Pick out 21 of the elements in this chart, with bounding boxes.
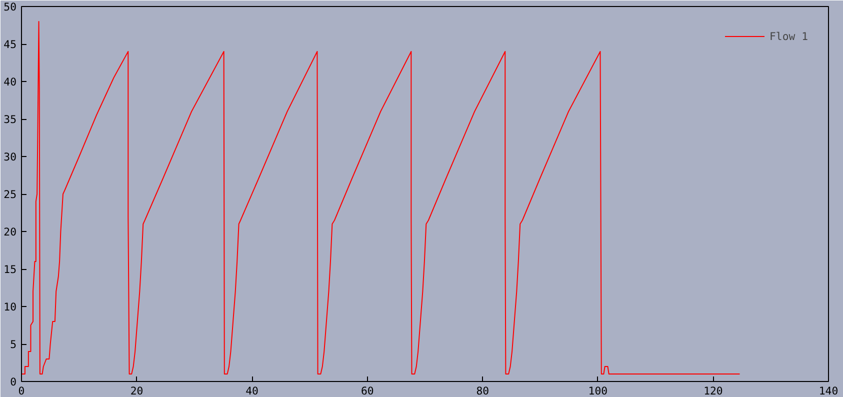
x-tick-label: 140 [818, 384, 838, 397]
line-series [22, 21, 740, 374]
x-tick-label: 0 [18, 384, 25, 397]
y-tick-label: 25 [4, 188, 17, 201]
x-tick-label: 80 [476, 384, 490, 397]
x-tick-label: 40 [246, 384, 258, 397]
y-tick-label: 20 [4, 226, 17, 238]
x-tick-label: 20 [130, 384, 144, 397]
y-tick-label: 30 [4, 150, 17, 164]
y-tick-label: 10 [4, 300, 17, 314]
y-tick-label: 40 [4, 76, 17, 88]
y-tick-label: 5 [10, 338, 17, 351]
y-tick-label: 45 [4, 38, 17, 51]
x-tick-label: 60 [360, 384, 374, 397]
y-tick-label: 0 [10, 376, 17, 388]
y-tick-label: 50 [4, 0, 17, 14]
x-tick-label: 120 [704, 384, 723, 397]
y-tick-label: 35 [4, 113, 17, 126]
legend-label: Flow 1 [770, 30, 808, 42]
x-tick-label: 100 [588, 384, 608, 397]
y-tick-label: 15 [4, 263, 17, 276]
